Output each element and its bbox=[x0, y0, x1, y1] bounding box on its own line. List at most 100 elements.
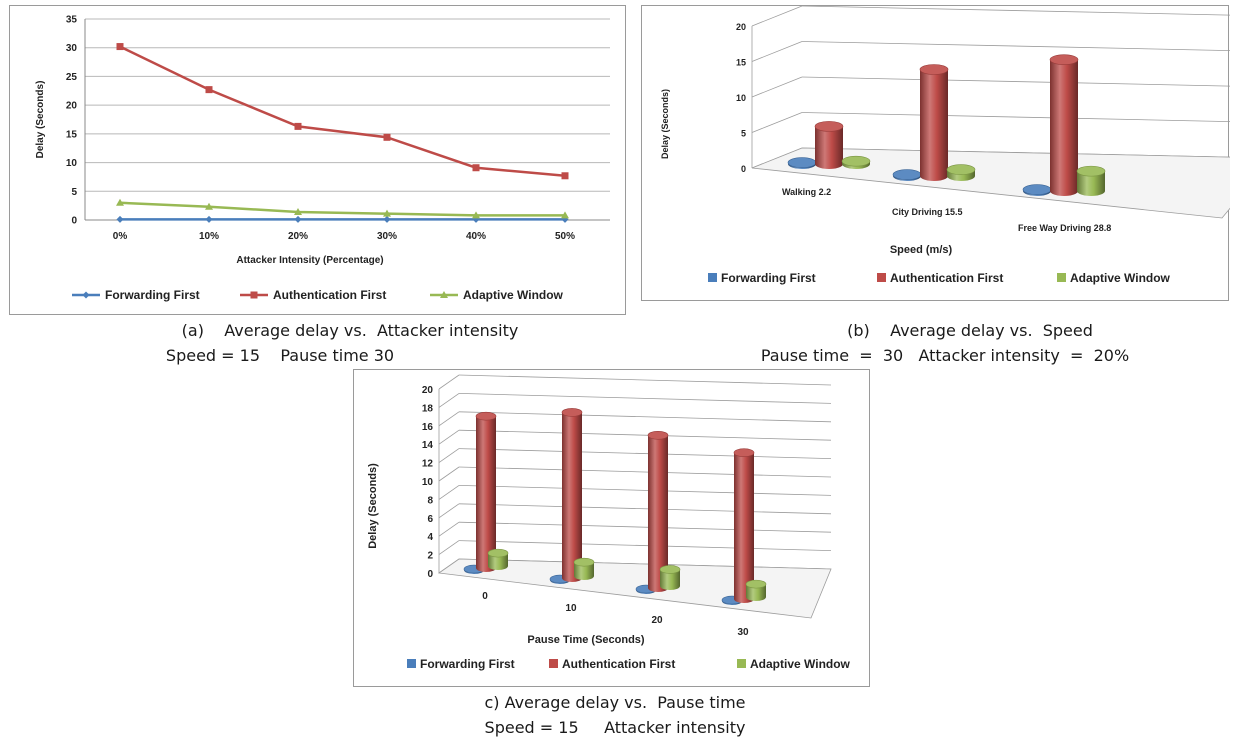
gridline-back-15 bbox=[801, 41, 1230, 52]
x-tick-label: Walking 2.2 bbox=[782, 187, 831, 197]
gridline-side-14 bbox=[438, 429, 460, 445]
legend-label-2: Adaptive Window bbox=[463, 288, 564, 302]
caption-c-line2: Speed = 15 Attacker intensity bbox=[484, 718, 746, 737]
y-tick-label: 20 bbox=[736, 22, 746, 32]
y-tick-label: 10 bbox=[66, 158, 78, 169]
gridline-back-6 bbox=[458, 503, 832, 515]
chart-c-svg: 0 2 4 6 8 10 12 14 16 18 20 0 10 20 30 Pause Time (Seco… bbox=[367, 374, 851, 671]
bar-top-2-2 bbox=[1076, 165, 1106, 177]
bar-top-0-2 bbox=[1022, 184, 1052, 195]
data-point-forwarding bbox=[82, 291, 90, 299]
data-point-adaptive bbox=[440, 291, 448, 298]
legend-label-0: Forwarding First bbox=[721, 271, 816, 285]
y-tick-label: 10 bbox=[736, 93, 746, 103]
data-point-adaptive bbox=[294, 207, 302, 215]
bar-authentication-3 bbox=[734, 452, 754, 603]
y-tick-label: 20 bbox=[422, 385, 434, 396]
bar-authentication-1 bbox=[562, 412, 582, 582]
legend-swatch-0 bbox=[708, 273, 717, 282]
gridline-back-16 bbox=[458, 411, 832, 423]
legend-swatch-0 bbox=[407, 659, 416, 668]
caption-a-line2: Speed = 15 Pause time 30 bbox=[165, 346, 395, 365]
caption-a-line1: (a) Average delay vs. Attacker intensity bbox=[181, 321, 519, 340]
gridline-side-10 bbox=[438, 466, 460, 482]
bar-top-2-2 bbox=[659, 565, 681, 574]
y-axis-title: Delay (Seconds) bbox=[660, 89, 670, 159]
caption-c-line1: c) Average delay vs. Pause time bbox=[484, 693, 746, 712]
data-point-authentication bbox=[116, 43, 124, 51]
data-point-adaptive bbox=[561, 211, 569, 219]
gridline-back-2 bbox=[458, 540, 832, 551]
y-tick-label: 18 bbox=[422, 403, 434, 414]
x-tick-label: 20% bbox=[288, 231, 308, 242]
y-tick-label: 6 bbox=[427, 514, 433, 525]
gridline-side-6 bbox=[438, 503, 460, 519]
gridline-back-8 bbox=[458, 485, 832, 496]
y-tick-label: 0 bbox=[741, 164, 746, 174]
x-tick-label: 10 bbox=[565, 603, 577, 614]
bar-top-2-0 bbox=[487, 548, 509, 558]
bar-top-2-1 bbox=[573, 557, 595, 567]
x-tick-label: 0 bbox=[482, 591, 488, 602]
y-tick-label: 35 bbox=[66, 15, 78, 26]
data-point-forwarding bbox=[205, 215, 213, 223]
gridline-side-12 bbox=[438, 448, 460, 463]
gridline-side-16 bbox=[438, 411, 460, 427]
y-tick-label: 5 bbox=[741, 129, 746, 139]
x-tick-label: 50% bbox=[555, 231, 575, 242]
x-tick-label: 30 bbox=[737, 627, 749, 638]
data-point-authentication bbox=[472, 164, 480, 172]
series-line-1 bbox=[119, 45, 566, 178]
bar-top-2-1 bbox=[946, 164, 976, 175]
legend-label-0: Forwarding First bbox=[105, 288, 200, 302]
gridline-side-5 bbox=[751, 112, 803, 133]
bar-top-2-3 bbox=[745, 579, 767, 589]
gridline-side-20 bbox=[751, 6, 803, 27]
bar-adaptive-3 bbox=[746, 584, 766, 601]
bar-authentication-0 bbox=[815, 126, 843, 169]
caption-b-line1: (b) Average delay vs. Speed bbox=[847, 321, 1093, 340]
data-point-adaptive bbox=[116, 198, 124, 206]
gridline-side-18 bbox=[438, 393, 460, 408]
y-axis-title: Delay (Seconds) bbox=[367, 463, 379, 549]
gridline-back-5 bbox=[801, 112, 1230, 123]
gridline-back-4 bbox=[458, 521, 832, 533]
bar-authentication-1 bbox=[920, 69, 948, 181]
data-point-forwarding bbox=[383, 215, 391, 223]
y-tick-label: 2 bbox=[427, 551, 433, 562]
gridline-back-18 bbox=[458, 393, 832, 404]
data-point-authentication bbox=[205, 86, 213, 94]
bar-adaptive-2 bbox=[660, 569, 680, 590]
y-tick-label: 8 bbox=[427, 495, 433, 506]
x-tick-label: 0% bbox=[113, 231, 128, 242]
y-tick-label: 12 bbox=[422, 459, 434, 470]
legend-swatch-1 bbox=[549, 659, 558, 668]
data-point-adaptive bbox=[205, 202, 213, 210]
legend-label-2: Adaptive Window bbox=[750, 657, 851, 671]
legend-swatch-2 bbox=[737, 659, 746, 668]
y-tick-label: 15 bbox=[66, 129, 78, 140]
bar-authentication-2 bbox=[1050, 59, 1078, 197]
caption-b-line2: Pause time = 30 Attacker intensity = 20% bbox=[760, 346, 1130, 365]
x-tick-label: 20 bbox=[651, 615, 663, 626]
series-line-2 bbox=[119, 201, 565, 217]
y-tick-label: 16 bbox=[422, 422, 434, 433]
chart-floor bbox=[751, 147, 1230, 219]
y-tick-label: 4 bbox=[427, 532, 433, 543]
legend-swatch-2 bbox=[1057, 273, 1066, 282]
bar-adaptive-1 bbox=[574, 562, 594, 580]
bar-top-1-2 bbox=[647, 430, 669, 440]
legend-label-2: Adaptive Window bbox=[1070, 271, 1171, 285]
gridline-side-15 bbox=[751, 41, 803, 62]
y-tick-label: 5 bbox=[71, 187, 77, 198]
legend-label-1: Authentication First bbox=[273, 288, 386, 302]
bar-top-1-1 bbox=[919, 64, 949, 75]
data-point-authentication bbox=[250, 291, 258, 299]
bar-adaptive-2 bbox=[1077, 171, 1105, 196]
chart-a-svg: 0 5 10 15 20 25 30 35 0% 10% 20% 30% 40% 50% Attacker … bbox=[35, 15, 610, 302]
y-tick-label: 30 bbox=[66, 43, 78, 54]
data-point-authentication bbox=[294, 122, 302, 130]
bar-authentication-0 bbox=[476, 416, 496, 572]
x-axis-title: Pause Time (Seconds) bbox=[527, 634, 645, 646]
gridline-side-20 bbox=[438, 374, 460, 390]
